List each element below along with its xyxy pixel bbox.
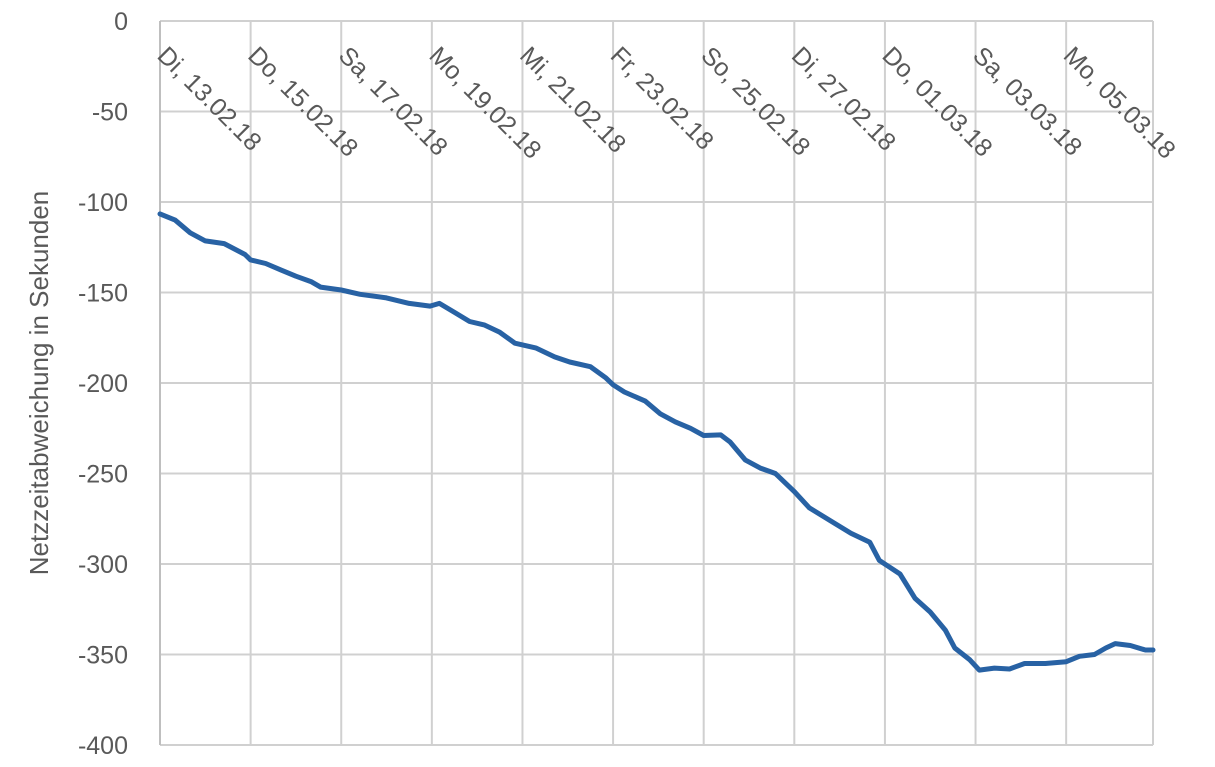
y-tick-label: -350 <box>78 642 128 670</box>
y-tick-label: -100 <box>78 189 128 217</box>
y-tick-label: -50 <box>92 99 128 127</box>
y-tick-label: -250 <box>78 461 128 489</box>
y-tick-label: -300 <box>78 551 128 579</box>
gridlines <box>159 20 1154 746</box>
y-tick-label: -200 <box>78 370 128 398</box>
y-tick-label: -400 <box>78 732 128 760</box>
y-tick-label: 0 <box>114 8 128 36</box>
y-tick-label: -150 <box>78 280 128 308</box>
y-axis-label: Netzzeitabweichung in Sekunden <box>24 191 54 575</box>
series-line <box>157 211 1156 673</box>
y-tick-labels: 0 -50 -100 -150 -200 -250 -300 -350 -400 <box>78 8 128 760</box>
